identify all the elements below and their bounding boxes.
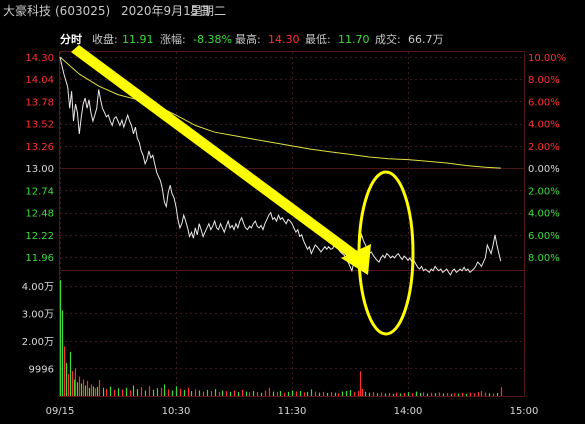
low-label: 最低: (305, 33, 331, 46)
time-tick-label: 15:00 (510, 406, 539, 417)
price-tick-label: 13.00 (25, 164, 54, 175)
percent-tick-label: 4.00% (528, 209, 560, 220)
price-tick-label: 14.30 (25, 53, 54, 64)
time-tick-label: 09/15 (46, 406, 75, 417)
high-value: 14.30 (268, 33, 300, 46)
high-label: 最高: (235, 32, 261, 46)
trend-arrow-head (341, 244, 371, 275)
percent-tick-label: 0.00% (528, 164, 560, 175)
time-tick-label: 11:30 (278, 406, 307, 417)
volume-label: 成交: (375, 32, 401, 46)
average-price-line (59, 56, 501, 169)
close-label: 收盘: (92, 32, 118, 46)
price-tick-label: 12.48 (25, 209, 54, 220)
low-value: 11.70 (338, 33, 370, 46)
change-label: 涨幅: (160, 33, 186, 46)
volume-axis: 4.00万 3.00万 2.00万 9996 (22, 282, 54, 376)
circle-annotation (357, 170, 415, 336)
stock-code: (603025) (55, 4, 110, 18)
percent-tick-label: 8.00% (528, 253, 560, 264)
volume-tick-label: 3.00万 (22, 309, 54, 320)
price-tick-label: 14.04 (25, 75, 54, 86)
price-tick-label: 12.22 (25, 231, 54, 242)
price-tick-label: 13.52 (25, 120, 54, 131)
time-axis: 09/15 10:30 11:30 14:00 15:00 (46, 406, 539, 417)
percent-tick-label: 2.00% (528, 186, 560, 197)
trend-arrow-annotation (71, 45, 371, 275)
price-axis: 14.30 14.04 13.78 13.52 13.26 13.00 12.74 12.48… (25, 53, 54, 264)
price-tick-label: 13.26 (25, 142, 54, 153)
time-tick-label: 14:00 (394, 406, 423, 417)
percent-tick-label: 6.00% (528, 231, 560, 242)
trade-weekday: 星期二 (190, 4, 226, 18)
volume-bars (59, 280, 503, 396)
percent-tick-label: 10.00% (528, 53, 566, 64)
price-line (59, 56, 502, 276)
close-value: 11.91 (122, 33, 154, 46)
percent-tick-label: 4.00% (528, 120, 560, 131)
change-value: -8.38% (193, 33, 232, 46)
mode-label[interactable]: 分时 (60, 32, 82, 46)
volume-value: 66.7万 (408, 33, 444, 46)
volume-tick-label: 2.00万 (22, 337, 54, 348)
price-tick-label: 11.96 (25, 253, 54, 264)
grid (60, 52, 525, 396)
volume-tick-label: 9996 (29, 364, 54, 375)
price-tick-label: 13.78 (25, 97, 54, 108)
trade-date: 2020年9月15日 (121, 4, 210, 18)
percent-tick-label: 2.00% (528, 142, 560, 153)
stock-name: 大豪科技 (3, 3, 51, 18)
percent-axis: 10.00% 8.00% 6.00% 4.00% 2.00% 0.00% 2.00% 4.00… (528, 53, 566, 264)
time-tick-label: 10:30 (162, 406, 191, 417)
price-tick-label: 12.74 (25, 186, 54, 197)
volume-tick-label: 4.00万 (22, 282, 54, 293)
percent-tick-label: 6.00% (528, 97, 560, 108)
trend-arrow-shaft (71, 45, 360, 260)
percent-tick-label: 8.00% (528, 75, 560, 86)
